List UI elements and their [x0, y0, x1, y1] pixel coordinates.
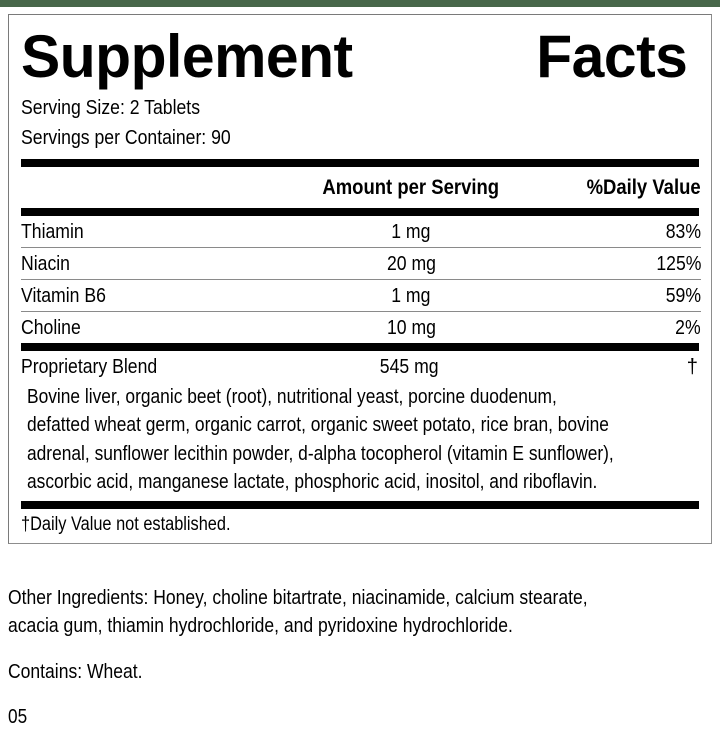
supplement-facts-panel: Supplement Facts Serving Size: 2 Tablets… [8, 14, 712, 544]
other-ingredients: Other Ingredients: Honey, choline bitart… [8, 584, 714, 640]
blend-ingredient-list: Bovine liver, organic beet (root), nutri… [21, 383, 699, 501]
blend-ingredient-line: ascorbic acid, manganese lactate, phosph… [27, 471, 598, 494]
table-row: Thiamin 1 mg 83% [21, 216, 701, 247]
nutrient-name: Vitamin B6 [21, 280, 291, 311]
nutrient-amount-text: 10 mg [386, 316, 436, 339]
footnote-text: †Daily Value not established. [21, 513, 231, 535]
header-daily-value-text: %Daily Value [586, 175, 701, 199]
daily-value-footnote: †Daily Value not established. [21, 509, 699, 543]
title-row: Supplement Facts [21, 21, 699, 93]
blend-ingredient-line: defatted wheat germ, organic carrot, org… [27, 414, 609, 437]
label-code: 05 [8, 704, 714, 730]
rule-above-blend [21, 343, 699, 351]
nutrient-amount-text: 20 mg [386, 252, 436, 275]
header-amount-per-serving: Amount per Serving [291, 167, 531, 208]
serving-size: Serving Size: 2 Tablets [21, 93, 699, 123]
servings-per-container-text: Servings per Container: 90 [21, 126, 231, 149]
rule-above-header [21, 159, 699, 167]
nutrient-daily-value: 2% [531, 312, 701, 343]
nutrient-table: Amount per Serving %Daily Value [21, 167, 701, 208]
nutrient-name: Choline [21, 312, 291, 343]
blend-amount-text: 545 mg [379, 355, 439, 378]
other-ingredients-line: acacia gum, thiamin hydrochloride, and p… [8, 615, 513, 637]
blend-ingredient-line: Bovine liver, organic beet (root), nutri… [27, 386, 557, 408]
nutrient-daily-value-text: 59% [665, 284, 701, 307]
table-row: Choline 10 mg 2% [21, 312, 701, 343]
nutrient-amount-text: 1 mg [391, 220, 431, 243]
rule-below-blend [21, 500, 699, 509]
serving-size-text: Serving Size: 2 Tablets [21, 96, 201, 119]
nutrient-daily-value-text: 125% [655, 252, 701, 275]
nutrient-name-text: Vitamin B6 [21, 284, 106, 307]
table-header-row: Amount per Serving %Daily Value [21, 167, 701, 208]
nutrient-rows-table: Thiamin 1 mg 83% Niacin 20 mg 125% Vitamin B6 1… [21, 216, 701, 343]
contains-statement: Contains: Wheat. [8, 658, 714, 686]
nutrient-name: Niacin [21, 248, 291, 279]
nutrient-name-text: Thiamin [21, 220, 84, 243]
serving-info: Serving Size: 2 Tablets Servings per Con… [21, 93, 699, 153]
other-ingredients-line: Other Ingredients: Honey, choline bitart… [8, 587, 588, 609]
nutrient-name-text: Niacin [21, 252, 70, 275]
nutrient-name-text: Choline [21, 316, 81, 339]
nutrient-daily-value: 125% [531, 248, 701, 279]
title-word-supplement: Supplement [21, 23, 353, 90]
table-row: Vitamin B6 1 mg 59% [21, 280, 701, 311]
nutrient-name: Thiamin [21, 216, 291, 247]
blend-name-text: Proprietary Blend [21, 355, 158, 378]
nutrient-amount: 1 mg [291, 216, 531, 247]
label-code-text: 05 [8, 706, 28, 728]
row-separator [21, 311, 701, 312]
blend-name: Proprietary Blend [21, 351, 290, 383]
rule-below-header [21, 208, 699, 216]
contains-text: Contains: Wheat. [8, 661, 143, 683]
nutrient-amount: 1 mg [291, 280, 531, 311]
nutrient-amount: 20 mg [291, 248, 531, 279]
row-separator [21, 279, 701, 280]
header-daily-value: %Daily Value [531, 167, 701, 208]
servings-per-container: Servings per Container: 90 [21, 123, 699, 153]
nutrient-daily-value-text: 2% [675, 316, 701, 339]
nutrient-daily-value: 83% [531, 216, 701, 247]
title-word-facts: Facts [536, 23, 688, 90]
nutrient-daily-value-text: 83% [665, 220, 701, 243]
top-accent-strip [0, 0, 720, 7]
below-panel-section: Other Ingredients: Honey, choline bitart… [8, 584, 714, 730]
blend-ingredient-line: adrenal, sunflower lecithin powder, d-al… [27, 442, 614, 465]
nutrient-amount: 10 mg [291, 312, 531, 343]
blend-daily-value: † [686, 355, 698, 378]
page-title: Supplement Facts [21, 21, 688, 93]
header-blank [21, 167, 291, 208]
header-amount-text: Amount per Serving [322, 175, 500, 199]
row-separator [21, 247, 701, 248]
nutrient-amount-text: 1 mg [391, 284, 431, 307]
table-row: Niacin 20 mg 125% [21, 248, 701, 279]
nutrient-daily-value: 59% [531, 280, 701, 311]
blend-amount: 545 mg [290, 351, 529, 383]
proprietary-blend-row: Proprietary Blend 545 mg † [21, 351, 699, 383]
